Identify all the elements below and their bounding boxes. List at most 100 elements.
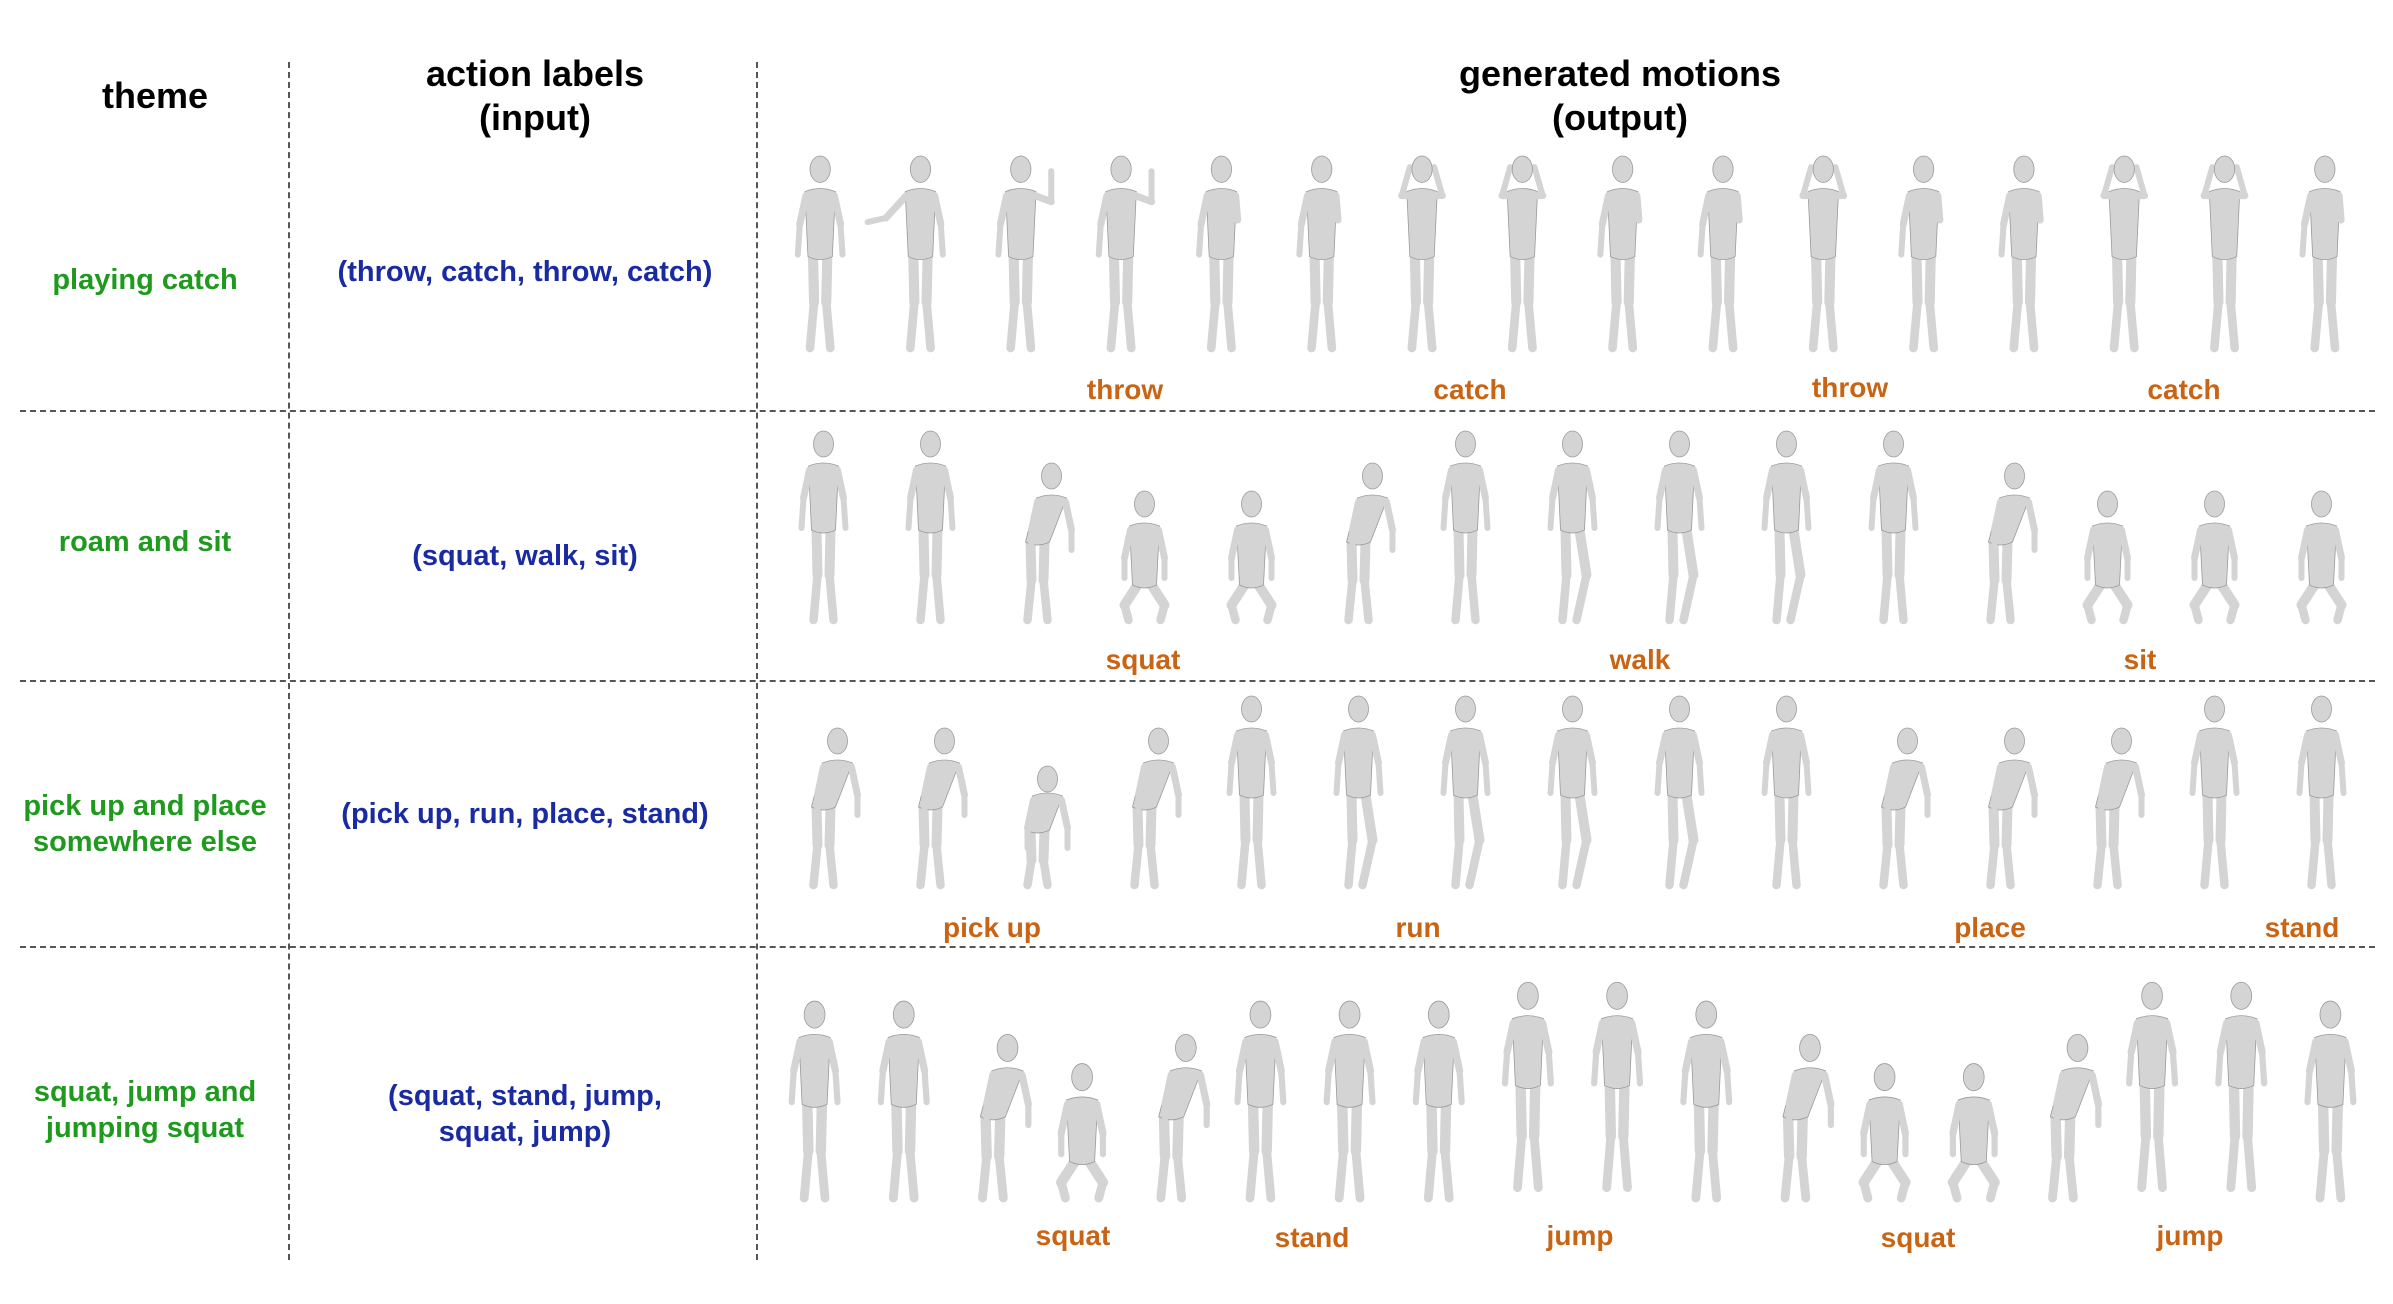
body-figure xyxy=(1858,1063,1911,1203)
body-figure xyxy=(1333,695,1384,890)
row-3-action-label-4: stand xyxy=(2264,912,2340,943)
body-figure xyxy=(2296,490,2347,625)
body-figure xyxy=(1156,1033,1211,1203)
row-3-action-label-1: pick up xyxy=(942,912,1042,943)
body-figure xyxy=(1130,727,1182,890)
row-1-theme: playing catch xyxy=(0,262,290,298)
body-figure xyxy=(1095,155,1156,353)
header-action-labels-line2: (input) xyxy=(479,97,591,138)
body-figure xyxy=(1412,1000,1465,1203)
body-figure xyxy=(1986,462,2038,625)
body-figure xyxy=(1226,490,1277,625)
header-action-labels: action labels (input) xyxy=(330,52,740,140)
row-3-theme: pick up and place somewhere else xyxy=(0,788,290,860)
body-figure xyxy=(1323,1000,1376,1203)
row-4-action-labels: (squat, stand, jump, squat, jump) xyxy=(295,1078,755,1150)
row-1-action-label-2: catch xyxy=(1433,374,1507,405)
header-generated-motions: generated motions (output) xyxy=(1300,52,1940,140)
row-4-theme-line1: squat, jump and xyxy=(33,1076,257,1108)
row-2-action-labels: (squat, walk, sit) xyxy=(295,538,755,574)
row-1-labels-line1: (throw, catch, throw, catch) xyxy=(337,256,713,288)
row-4-labels-line1: (squat, stand, jump, xyxy=(388,1080,662,1112)
body-figure xyxy=(1879,727,1931,890)
header-theme-text: theme xyxy=(101,75,209,116)
body-figure xyxy=(1591,981,1644,1193)
row-3-theme-line1: pick up and place xyxy=(23,790,267,822)
body-figure xyxy=(1398,155,1446,353)
body-figure xyxy=(1799,155,1848,353)
body-figure xyxy=(788,1000,841,1203)
row-2-action-label-2: walk xyxy=(1609,644,1671,675)
row-4-action-label-5: jump xyxy=(2156,1220,2224,1251)
body-figure xyxy=(1501,981,1554,1193)
body-figure xyxy=(2296,695,2347,890)
body-figure xyxy=(798,430,849,625)
row-4-action-label-2: stand xyxy=(1274,1222,1350,1253)
body-figure xyxy=(1986,727,2038,890)
row-4-action-label-1: squat xyxy=(1035,1220,1111,1251)
body-figure xyxy=(1597,155,1643,353)
row-3-theme-line2: somewhere else xyxy=(32,826,258,858)
row-3-action-labels: (pick up, run, place, stand) xyxy=(295,796,755,832)
body-figure xyxy=(864,155,946,353)
row-1-action-label-3: throw xyxy=(1811,372,1889,403)
body-figure xyxy=(2200,155,2249,353)
row-3-action-label-3: place xyxy=(1954,912,2026,943)
body-figure xyxy=(2093,727,2145,890)
body-figure xyxy=(1761,430,1812,625)
body-figure xyxy=(1344,462,1396,625)
body-figure xyxy=(1868,430,1919,625)
body-figure xyxy=(2126,981,2179,1193)
body-figure xyxy=(877,1000,930,1203)
body-figure xyxy=(1056,1063,1109,1203)
column-divider-2 xyxy=(756,62,758,1260)
body-figure xyxy=(1898,155,1944,353)
row-1-action-label-1: throw xyxy=(1086,374,1164,405)
body-figure xyxy=(916,727,968,890)
row-4-theme: squat, jump and jumping squat xyxy=(0,1074,290,1146)
body-figure xyxy=(2048,1033,2102,1203)
row-1-theme-line1: playing catch xyxy=(52,264,238,296)
row-2-theme-line1: roam and sit xyxy=(58,526,232,558)
body-figure xyxy=(1119,490,1170,625)
body-figure xyxy=(1947,1063,2000,1203)
body-figure xyxy=(794,155,846,353)
row-3-action-label-2: run xyxy=(1395,912,1441,943)
body-figure xyxy=(1023,462,1075,625)
body-figure xyxy=(809,727,861,890)
header-generated-motions-line2: (output) xyxy=(1552,97,1688,138)
row-4-action-label-3: jump xyxy=(1546,1220,1614,1251)
body-figure xyxy=(1440,430,1491,625)
body-figure xyxy=(1697,155,1743,353)
body-figure xyxy=(1780,1033,1835,1203)
body-figure xyxy=(1654,695,1705,890)
column-divider-1 xyxy=(288,62,290,1260)
body-figure xyxy=(2304,1000,2357,1203)
body-figure xyxy=(1998,155,2044,353)
body-figure xyxy=(1498,155,1547,353)
body-figure xyxy=(1296,155,1342,353)
header-action-labels-line1: action labels xyxy=(425,53,645,94)
body-figure xyxy=(1023,765,1071,890)
header-theme: theme xyxy=(60,74,250,118)
row-1-action-labels: (throw, catch, throw, catch) xyxy=(295,254,755,290)
body-figure xyxy=(2215,981,2268,1193)
body-figure xyxy=(1234,1000,1287,1203)
body-figure xyxy=(995,155,1055,353)
body-figure xyxy=(1226,695,1277,890)
body-figure xyxy=(2189,490,2240,625)
body-figure xyxy=(1547,430,1598,625)
row-1-action-label-4: catch xyxy=(2147,374,2221,405)
body-figure xyxy=(1761,695,1812,890)
body-figure xyxy=(1440,695,1491,890)
body-figure xyxy=(1547,695,1598,890)
row-divider-1 xyxy=(20,410,2375,412)
body-figure xyxy=(2082,490,2133,625)
row-2-action-label-3: sit xyxy=(2123,644,2157,675)
body-figure xyxy=(1196,155,1242,353)
body-figure xyxy=(1680,1000,1733,1203)
